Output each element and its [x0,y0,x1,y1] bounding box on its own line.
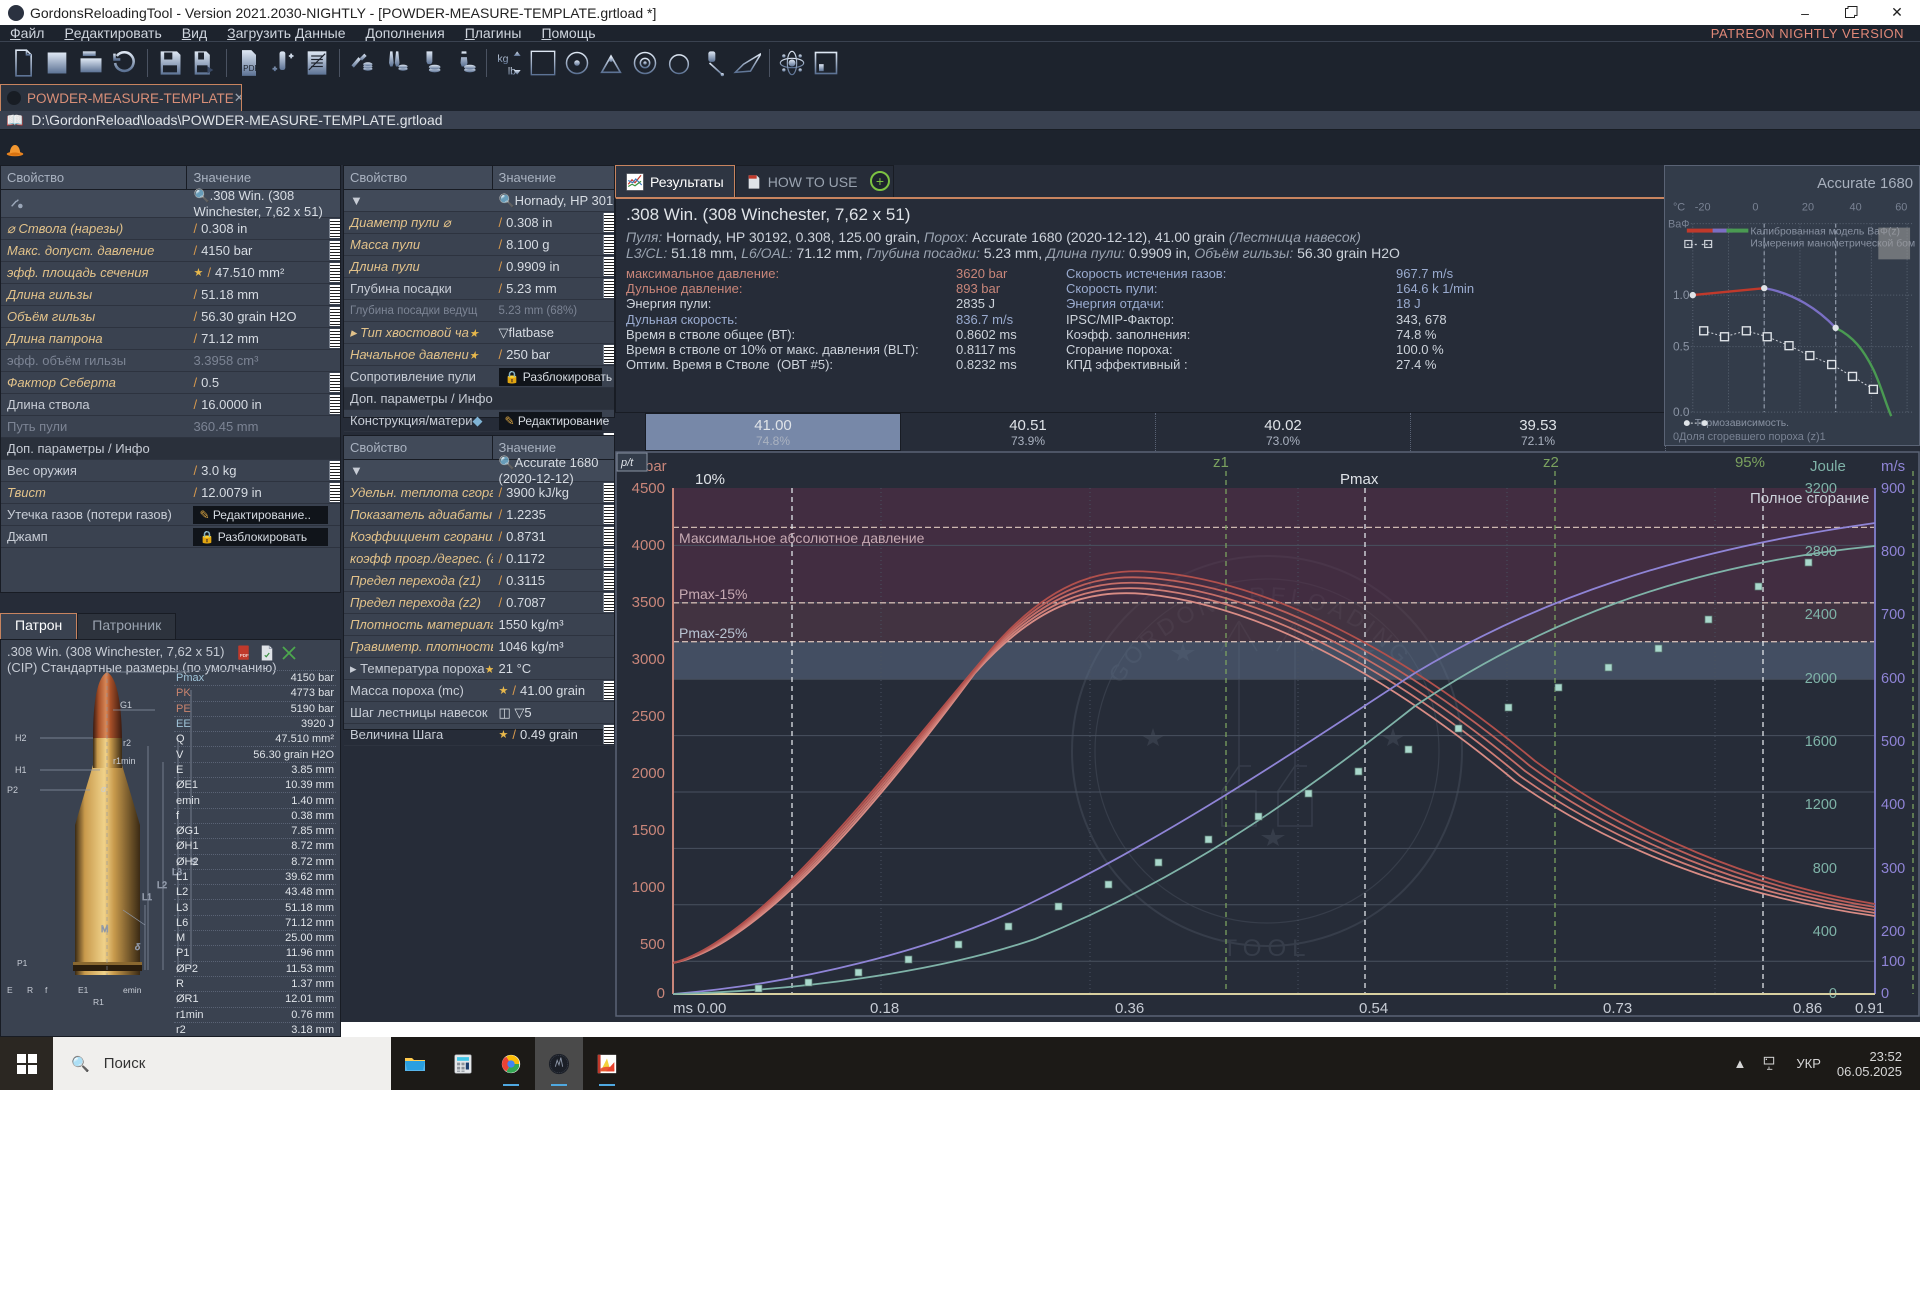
svg-text:z2: z2 [1543,454,1559,471]
svg-text:0.5: 0.5 [1673,340,1690,354]
svg-text:PDF: PDF [240,653,249,658]
svg-text:3200: 3200 [1805,481,1837,497]
svg-text:0: 0 [657,985,665,1002]
svg-text:P1: P1 [17,958,28,968]
svg-text:1600: 1600 [1805,734,1837,750]
svg-text:95%: 95% [1735,454,1765,471]
svg-text:1500: 1500 [632,822,665,839]
svg-text:0.36: 0.36 [1115,1000,1144,1017]
svg-text:α: α [101,784,107,794]
svg-text:Pmax: Pmax [1340,471,1379,488]
svg-text:Pmax-25%: Pmax-25% [679,625,747,641]
svg-text:L2: L2 [157,880,167,890]
svg-text:60: 60 [1895,202,1907,214]
svg-text:1.0: 1.0 [1673,288,1690,302]
svg-text:4500: 4500 [632,480,665,497]
svg-text:3000: 3000 [632,651,665,668]
svg-text:2500: 2500 [632,708,665,725]
svg-text:400: 400 [1813,924,1837,940]
svg-text:3500: 3500 [632,594,665,611]
svg-text:R: R [27,985,33,995]
svg-text:ms 0.00: ms 0.00 [673,1000,726,1017]
svg-text:Joule: Joule [1810,458,1846,475]
svg-text:r1min: r1min [113,756,136,766]
svg-text:-20: -20 [1695,202,1711,214]
svg-text:H1: H1 [15,765,27,775]
svg-text:R1: R1 [93,997,104,1007]
svg-text:Accurate 1680: Accurate 1680 [1817,176,1913,192]
svg-text:0.54: 0.54 [1359,1000,1388,1017]
svg-text:800: 800 [1881,544,1905,560]
svg-text:Максимальное абсолютное давлен: Максимальное абсолютное давление [679,530,925,546]
svg-text:Калиброванная модель ВаФ(z): Калиброванная модель ВаФ(z) [1750,226,1900,238]
svg-text:0.18: 0.18 [870,1000,899,1017]
svg-text:δ: δ [135,942,141,952]
svg-text:L1: L1 [142,892,152,902]
svg-text:0.86: 0.86 [1793,1000,1822,1017]
svg-text:200: 200 [1881,924,1905,940]
svg-text:700: 700 [1881,607,1905,623]
svg-text:emin: emin [123,985,142,995]
svg-text:300: 300 [1881,861,1905,877]
svg-text:E: E [7,985,13,995]
svg-text:800: 800 [1813,861,1837,877]
svg-text:°C: °C [1673,202,1685,214]
svg-text:2400: 2400 [1805,607,1837,623]
svg-text:PDF: PDF [243,64,259,73]
svg-text:2000: 2000 [1805,671,1837,687]
svg-text:M: M [101,924,109,934]
svg-text:2000: 2000 [632,765,665,782]
svg-text:10%: 10% [695,471,725,488]
svg-text:bar: bar [645,458,667,475]
svg-text:400: 400 [1881,797,1905,813]
svg-text:900: 900 [1881,481,1905,497]
svg-text:m/s: m/s [1881,458,1905,475]
svg-text:r2: r2 [123,738,131,748]
svg-text:500: 500 [1881,734,1905,750]
svg-text:500: 500 [640,936,665,953]
svg-text:P2: P2 [7,785,18,795]
svg-text:1200: 1200 [1805,797,1837,813]
svg-text:f: f [45,985,48,995]
svg-text:0Доля сгоревшего пороха (z)1: 0Доля сгоревшего пороха (z)1 [1673,431,1826,443]
svg-text:p/t: p/t [620,457,634,469]
svg-text:100: 100 [1881,954,1905,970]
svg-text:20: 20 [1802,202,1814,214]
svg-text:z1: z1 [1213,454,1229,471]
svg-text:4000: 4000 [632,537,665,554]
svg-text:Термозависимость.: Термозависимость. [1695,418,1789,429]
svg-text:H2: H2 [15,733,27,743]
svg-text:0: 0 [1752,202,1758,214]
svg-text:E1: E1 [78,985,89,995]
svg-text:G1: G1 [120,700,132,710]
svg-text:Pmax-15%: Pmax-15% [679,586,747,602]
svg-text:ВаФ: ВаФ [1668,219,1690,231]
svg-text:40: 40 [1850,202,1862,214]
svg-text:0.91: 0.91 [1855,1000,1884,1017]
svg-text:0.0: 0.0 [1673,405,1690,419]
svg-text:0.73: 0.73 [1603,1000,1632,1017]
svg-text:kg: kg [497,53,508,65]
svg-text:600: 600 [1881,671,1905,687]
svg-text:1000: 1000 [632,879,665,896]
